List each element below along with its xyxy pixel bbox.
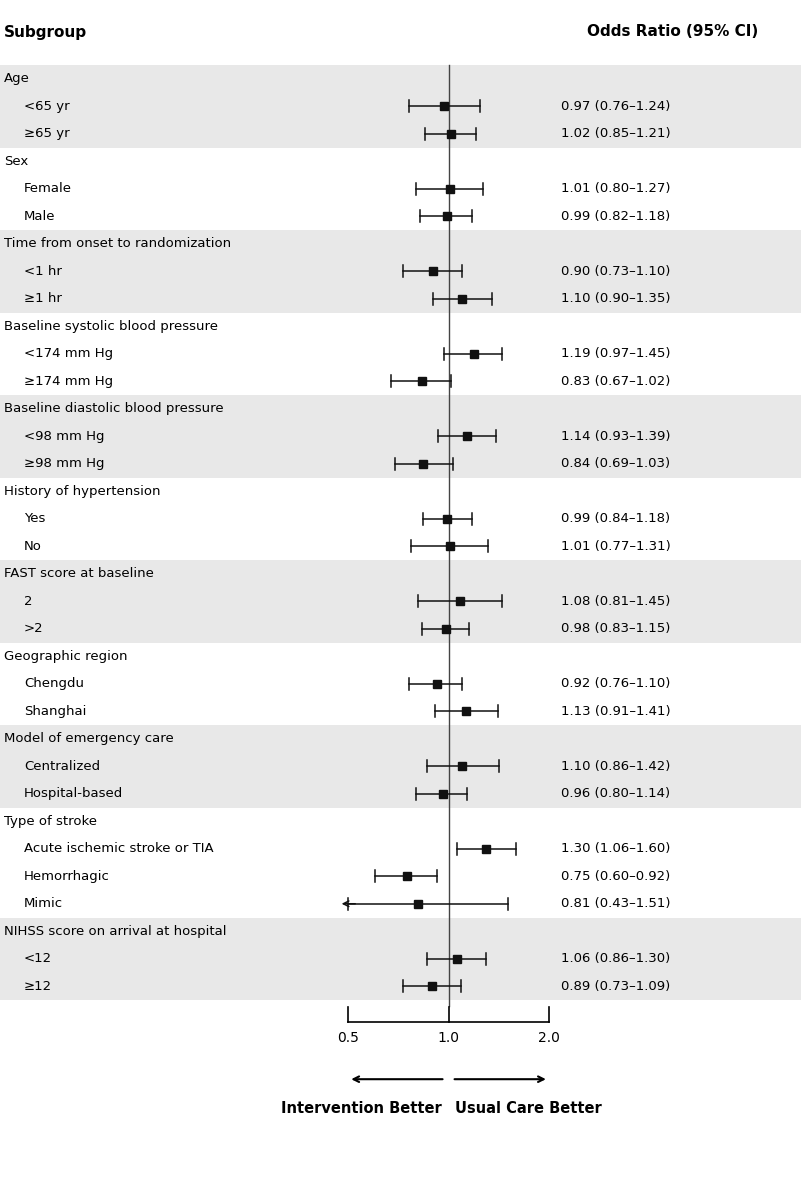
Text: Subgroup: Subgroup <box>4 24 87 40</box>
Text: Shanghai: Shanghai <box>24 704 87 718</box>
Bar <box>0 286 801 312</box>
Text: Type of stroke: Type of stroke <box>4 815 97 828</box>
Text: 2.0: 2.0 <box>537 1031 560 1045</box>
Text: <12: <12 <box>24 953 52 965</box>
Text: 0.97 (0.76–1.24): 0.97 (0.76–1.24) <box>561 100 670 113</box>
Bar <box>0 972 801 1000</box>
Bar <box>0 946 801 972</box>
Text: Intervention Better: Intervention Better <box>281 1100 442 1116</box>
Text: 0.99 (0.82–1.18): 0.99 (0.82–1.18) <box>561 210 670 223</box>
Text: 1.0: 1.0 <box>437 1031 460 1045</box>
Text: 1.10 (0.90–1.35): 1.10 (0.90–1.35) <box>561 293 670 305</box>
Bar <box>0 65 801 92</box>
Text: Yes: Yes <box>24 512 46 526</box>
Text: Hospital-based: Hospital-based <box>24 787 123 800</box>
Bar <box>0 780 801 808</box>
Text: 0.89 (0.73–1.09): 0.89 (0.73–1.09) <box>561 979 670 992</box>
Text: 2: 2 <box>24 595 33 607</box>
Bar <box>0 752 801 780</box>
Text: Baseline diastolic blood pressure: Baseline diastolic blood pressure <box>4 402 223 415</box>
Text: 1.01 (0.80–1.27): 1.01 (0.80–1.27) <box>561 182 670 196</box>
Text: 0.84 (0.69–1.03): 0.84 (0.69–1.03) <box>561 457 670 470</box>
Bar <box>0 395 801 422</box>
Text: Geographic region: Geographic region <box>4 649 127 662</box>
Text: 0.81 (0.43–1.51): 0.81 (0.43–1.51) <box>561 898 670 911</box>
Text: Odds Ratio (95% CI): Odds Ratio (95% CI) <box>587 24 759 40</box>
Text: No: No <box>24 540 42 553</box>
Text: 1.01 (0.77–1.31): 1.01 (0.77–1.31) <box>561 540 670 553</box>
Text: 0.75 (0.60–0.92): 0.75 (0.60–0.92) <box>561 870 670 883</box>
Text: Male: Male <box>24 210 55 223</box>
Text: 0.96 (0.80–1.14): 0.96 (0.80–1.14) <box>561 787 670 800</box>
Text: 1.19 (0.97–1.45): 1.19 (0.97–1.45) <box>561 347 670 360</box>
Text: <98 mm Hg: <98 mm Hg <box>24 430 104 443</box>
Text: Mimic: Mimic <box>24 898 63 911</box>
Bar <box>0 422 801 450</box>
Text: 1.02 (0.85–1.21): 1.02 (0.85–1.21) <box>561 127 670 140</box>
Text: 0.92 (0.76–1.10): 0.92 (0.76–1.10) <box>561 677 670 690</box>
Text: FAST score at baseline: FAST score at baseline <box>4 568 154 581</box>
Bar <box>0 92 801 120</box>
Bar <box>0 258 801 284</box>
Text: 0.99 (0.84–1.18): 0.99 (0.84–1.18) <box>561 512 670 526</box>
Text: 1.30 (1.06–1.60): 1.30 (1.06–1.60) <box>561 842 670 856</box>
Text: Female: Female <box>24 182 72 196</box>
Bar <box>0 230 801 258</box>
Text: ≥1 hr: ≥1 hr <box>24 293 62 305</box>
Text: 0.98 (0.83–1.15): 0.98 (0.83–1.15) <box>561 623 670 635</box>
Text: <65 yr: <65 yr <box>24 100 70 113</box>
Bar <box>0 918 801 946</box>
Text: History of hypertension: History of hypertension <box>4 485 160 498</box>
Text: 1.08 (0.81–1.45): 1.08 (0.81–1.45) <box>561 595 670 607</box>
Bar <box>0 450 801 478</box>
Text: Time from onset to randomization: Time from onset to randomization <box>4 238 231 251</box>
Bar <box>0 120 801 148</box>
Text: ≥65 yr: ≥65 yr <box>24 127 70 140</box>
Text: Age: Age <box>4 72 30 85</box>
Text: Chengdu: Chengdu <box>24 677 84 690</box>
Text: 1.06 (0.86–1.30): 1.06 (0.86–1.30) <box>561 953 670 965</box>
Text: ≥174 mm Hg: ≥174 mm Hg <box>24 374 113 388</box>
Text: Usual Care Better: Usual Care Better <box>455 1100 602 1116</box>
Text: ≥12: ≥12 <box>24 979 52 992</box>
Text: >2: >2 <box>24 623 44 635</box>
Bar <box>0 588 801 614</box>
Text: 1.13 (0.91–1.41): 1.13 (0.91–1.41) <box>561 704 670 718</box>
Text: Acute ischemic stroke or TIA: Acute ischemic stroke or TIA <box>24 842 214 856</box>
Bar <box>0 614 801 642</box>
Text: Baseline systolic blood pressure: Baseline systolic blood pressure <box>4 319 218 332</box>
Text: Hemorrhagic: Hemorrhagic <box>24 870 110 883</box>
Text: 0.83 (0.67–1.02): 0.83 (0.67–1.02) <box>561 374 670 388</box>
Text: Centralized: Centralized <box>24 760 100 773</box>
Bar <box>0 560 801 588</box>
Text: <1 hr: <1 hr <box>24 265 62 277</box>
Text: 1.10 (0.86–1.42): 1.10 (0.86–1.42) <box>561 760 670 773</box>
Text: Model of emergency care: Model of emergency care <box>4 732 174 745</box>
Text: ≥98 mm Hg: ≥98 mm Hg <box>24 457 104 470</box>
Text: NIHSS score on arrival at hospital: NIHSS score on arrival at hospital <box>4 925 227 937</box>
Text: <174 mm Hg: <174 mm Hg <box>24 347 113 360</box>
Text: 1.14 (0.93–1.39): 1.14 (0.93–1.39) <box>561 430 670 443</box>
Text: 0.5: 0.5 <box>337 1031 360 1045</box>
Text: 0.90 (0.73–1.10): 0.90 (0.73–1.10) <box>561 265 670 277</box>
Bar <box>0 725 801 752</box>
Text: Sex: Sex <box>4 155 28 168</box>
